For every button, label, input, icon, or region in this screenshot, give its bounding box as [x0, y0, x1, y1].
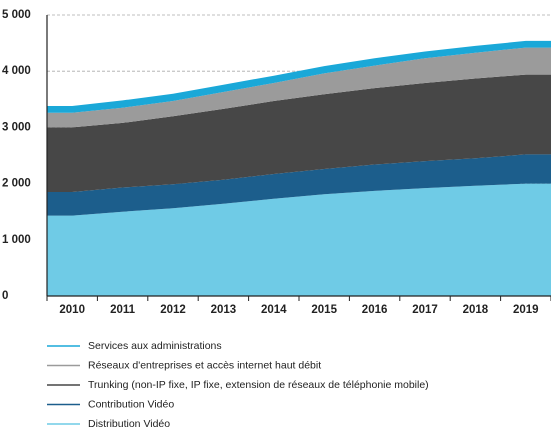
x-tick-label: 2017: [412, 304, 438, 316]
x-tick-label: 2012: [160, 304, 186, 316]
legend-label: Distribution Vidéo: [88, 418, 170, 430]
y-tick-label: 1 000: [2, 234, 31, 246]
legend-label: Trunking (non-IP fixe, IP fixe, extensio…: [88, 379, 429, 391]
x-tick-label: 2015: [311, 304, 337, 316]
x-tick-label: 2010: [59, 304, 85, 316]
legend-label: Services aux administrations: [88, 340, 222, 352]
y-tick-label: 4 000: [2, 65, 31, 77]
x-tick-label: 2013: [211, 304, 237, 316]
y-tick-label: 3 000: [2, 121, 31, 133]
area: [47, 74, 551, 192]
area: [47, 154, 551, 216]
area: [47, 47, 551, 128]
x-tick-label: 2018: [463, 304, 489, 316]
y-tick-label: 0: [2, 290, 8, 302]
legend-label: Réseaux d'entreprises et accès internet …: [88, 359, 321, 371]
x-tick-label: 2011: [110, 304, 136, 316]
legend-label: Contribution Vidéo: [88, 398, 174, 410]
area: [47, 183, 551, 296]
x-tick-label: 2014: [261, 304, 287, 316]
y-tick-label: 2 000: [2, 178, 31, 190]
y-tick-label: 5 000: [2, 9, 31, 21]
x-tick-label: 2016: [362, 304, 388, 316]
x-tick-label: 2019: [513, 304, 539, 316]
area: [47, 40, 551, 113]
